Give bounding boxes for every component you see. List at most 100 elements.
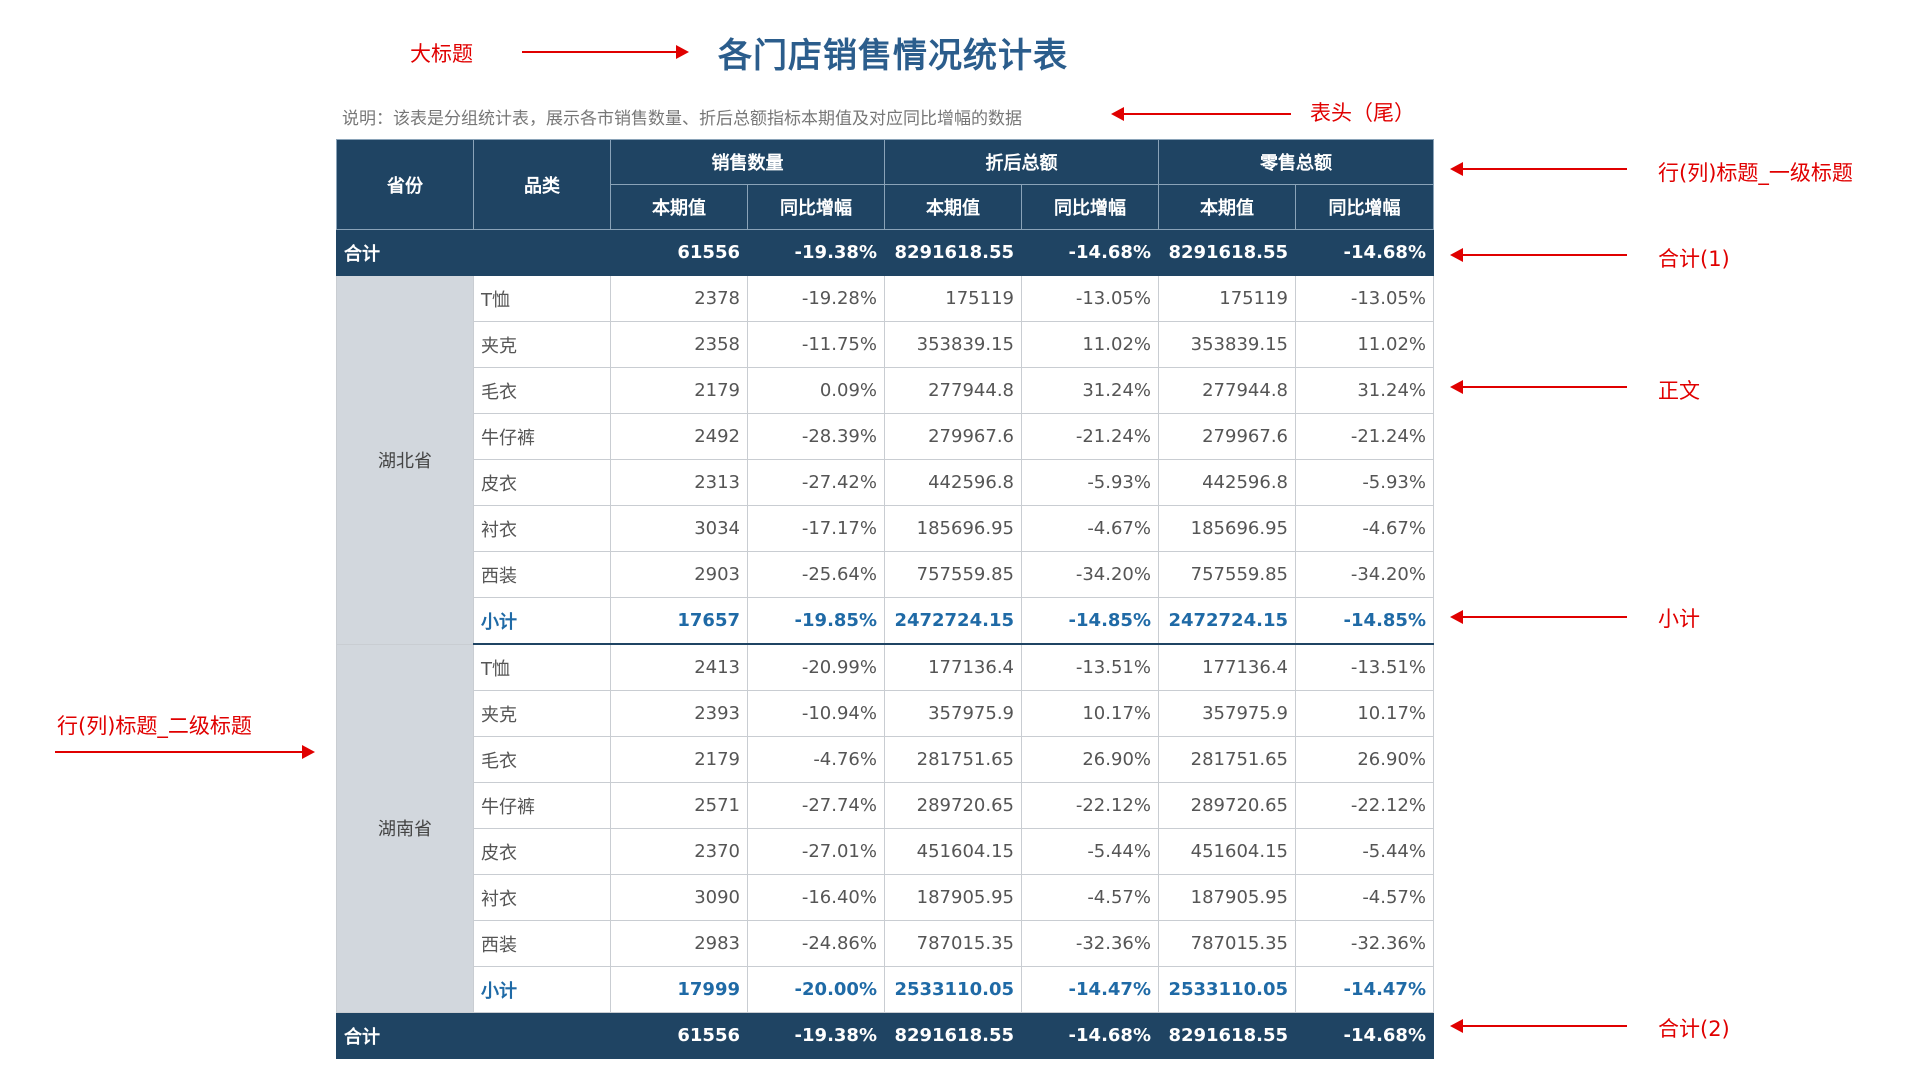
total-value: 61556 [610, 1012, 748, 1059]
table-row: 夹克 2393 -10.94% 357975.9 10.17% 357975.9 10.17… [337, 690, 1434, 737]
table-cell: 26.90% [1295, 736, 1434, 783]
table-row: 毛衣 2179 0.09% 277944.8 31.24% 277944.8 31.24% [337, 367, 1434, 414]
category-label: 牛仔裤 [473, 782, 611, 829]
total-value: -14.68% [1295, 229, 1434, 276]
table-cell: -22.12% [1021, 782, 1159, 829]
table-cell: 175119 [1158, 275, 1296, 322]
category-label: 皮衣 [473, 459, 611, 506]
total-value: -19.38% [747, 229, 885, 276]
subtotal-value: 17657 [610, 597, 748, 645]
table-cell: 11.02% [1021, 321, 1159, 368]
subtotal-value: -14.47% [1021, 966, 1159, 1013]
table-cell: -5.93% [1295, 459, 1434, 506]
header-current: 本期值 [884, 184, 1022, 230]
subtotal-value: 2533110.05 [1158, 966, 1296, 1013]
report-title: 各门店销售情况统计表 [718, 36, 1068, 76]
sales-report-table: 省份 品类 销售数量 折后总额 零售总额 本期值 同比增幅 本期值 同比增幅 本… [336, 139, 1434, 1059]
total-value: 61556 [610, 229, 748, 276]
subtotal-value: 2533110.05 [884, 966, 1022, 1013]
arrow-left-icon [1450, 380, 1627, 394]
total-value: -14.68% [1021, 1012, 1159, 1059]
header-yoy: 同比增幅 [1021, 184, 1159, 230]
table-cell: 177136.4 [884, 644, 1022, 691]
table-cell: -25.64% [747, 551, 885, 598]
table-cell: -27.42% [747, 459, 885, 506]
table-row: 夹克 2358 -11.75% 353839.15 11.02% 353839.15 11.… [337, 321, 1434, 368]
table-cell: 279967.6 [884, 413, 1022, 460]
total-value: -19.38% [747, 1012, 885, 1059]
table-cell: 357975.9 [884, 690, 1022, 737]
subtotal-label: 小计 [473, 966, 611, 1013]
table-cell: 177136.4 [1158, 644, 1296, 691]
annotation-level1-title: 行(列)标题_一级标题 [1658, 161, 1853, 185]
table-cell: 442596.8 [1158, 459, 1296, 506]
subtotal-value: -14.47% [1295, 966, 1434, 1013]
table-cell: 3090 [610, 874, 748, 921]
table-cell: -11.75% [747, 321, 885, 368]
subtotal-value: -19.85% [747, 597, 885, 645]
table-cell: 787015.35 [884, 920, 1022, 967]
table-cell: 451604.15 [884, 828, 1022, 875]
total-value: 8291618.55 [1158, 1012, 1296, 1059]
table-cell: -13.51% [1021, 644, 1159, 691]
category-label: T恤 [473, 275, 611, 322]
table-cell: 2393 [610, 690, 748, 737]
annotation-total2: 合计(2) [1658, 1017, 1730, 1041]
total-value: 8291618.55 [884, 1012, 1022, 1059]
table-cell: 26.90% [1021, 736, 1159, 783]
table-cell: -22.12% [1295, 782, 1434, 829]
table-cell: 2413 [610, 644, 748, 691]
table-cell: -27.74% [747, 782, 885, 829]
province-label: 湖南省 [336, 644, 474, 1013]
table-cell: 2571 [610, 782, 748, 829]
report-description: 说明：该表是分组统计表，展示各市销售数量、折后总额指标本期值及对应同比增幅的数据 [342, 109, 1022, 129]
table-row: 西装 2983 -24.86% 787015.35 -32.36% 787015.35 -3… [337, 920, 1434, 967]
table-cell: -13.05% [1021, 275, 1159, 322]
table-cell: -4.67% [1295, 505, 1434, 552]
table-cell: -34.20% [1295, 551, 1434, 598]
table-cell: 357975.9 [1158, 690, 1296, 737]
subtotal-value: 2472724.15 [884, 597, 1022, 645]
table-cell: 175119 [884, 275, 1022, 322]
table-row: 牛仔裤 2571 -27.74% 289720.65 -22.12% 289720.65-… [337, 782, 1434, 829]
table-cell: 31.24% [1021, 367, 1159, 414]
annotation-level2-title: 行(列)标题_二级标题 [57, 714, 252, 738]
header-current: 本期值 [1158, 184, 1296, 230]
table-cell: 2370 [610, 828, 748, 875]
table-row: 毛衣 2179 -4.76% 281751.65 26.90% 281751.65 26.9… [337, 736, 1434, 783]
annotation-header-tail: 表头（尾） [1310, 101, 1415, 125]
table-cell: -32.36% [1295, 920, 1434, 967]
total-value: 8291618.55 [1158, 229, 1296, 276]
subtotal-value: -20.00% [747, 966, 885, 1013]
table-cell: 2378 [610, 275, 748, 322]
annotation-big-title: 大标题 [410, 42, 473, 66]
table-cell: -4.76% [747, 736, 885, 783]
header-group-retail-total: 零售总额 [1158, 139, 1434, 185]
table-cell: -16.40% [747, 874, 885, 921]
table-cell: 2903 [610, 551, 748, 598]
table-row: 皮衣 2313 -27.42% 442596.8 -5.93% 442596.8 -5.93… [337, 459, 1434, 506]
category-label: T恤 [473, 644, 611, 691]
total-label: 合计 [336, 1012, 611, 1059]
table-cell: -20.99% [747, 644, 885, 691]
table-cell: 3034 [610, 505, 748, 552]
table-cell: -10.94% [747, 690, 885, 737]
table-cell: 787015.35 [1158, 920, 1296, 967]
table-cell: -13.05% [1295, 275, 1434, 322]
table-cell: 279967.6 [1158, 413, 1296, 460]
table-row: 皮衣 2370 -27.01% 451604.15 -5.44% 451604.15 -5.… [337, 828, 1434, 875]
table-cell: 185696.95 [1158, 505, 1296, 552]
category-label: 西装 [473, 920, 611, 967]
table-cell: 289720.65 [884, 782, 1022, 829]
table-cell: 2179 [610, 736, 748, 783]
total-label: 合计 [336, 229, 611, 276]
table-row: 牛仔裤 2492 -28.39% 279967.6 -21.24% 279967.6 -21… [337, 413, 1434, 460]
table-cell: 10.17% [1295, 690, 1434, 737]
table-cell: 281751.65 [884, 736, 1022, 783]
table-cell: -4.57% [1295, 874, 1434, 921]
table-cell: -34.20% [1021, 551, 1159, 598]
table-cell: -5.93% [1021, 459, 1159, 506]
category-label: 衬衣 [473, 505, 611, 552]
table-cell: -5.44% [1021, 828, 1159, 875]
header-current: 本期值 [610, 184, 748, 230]
